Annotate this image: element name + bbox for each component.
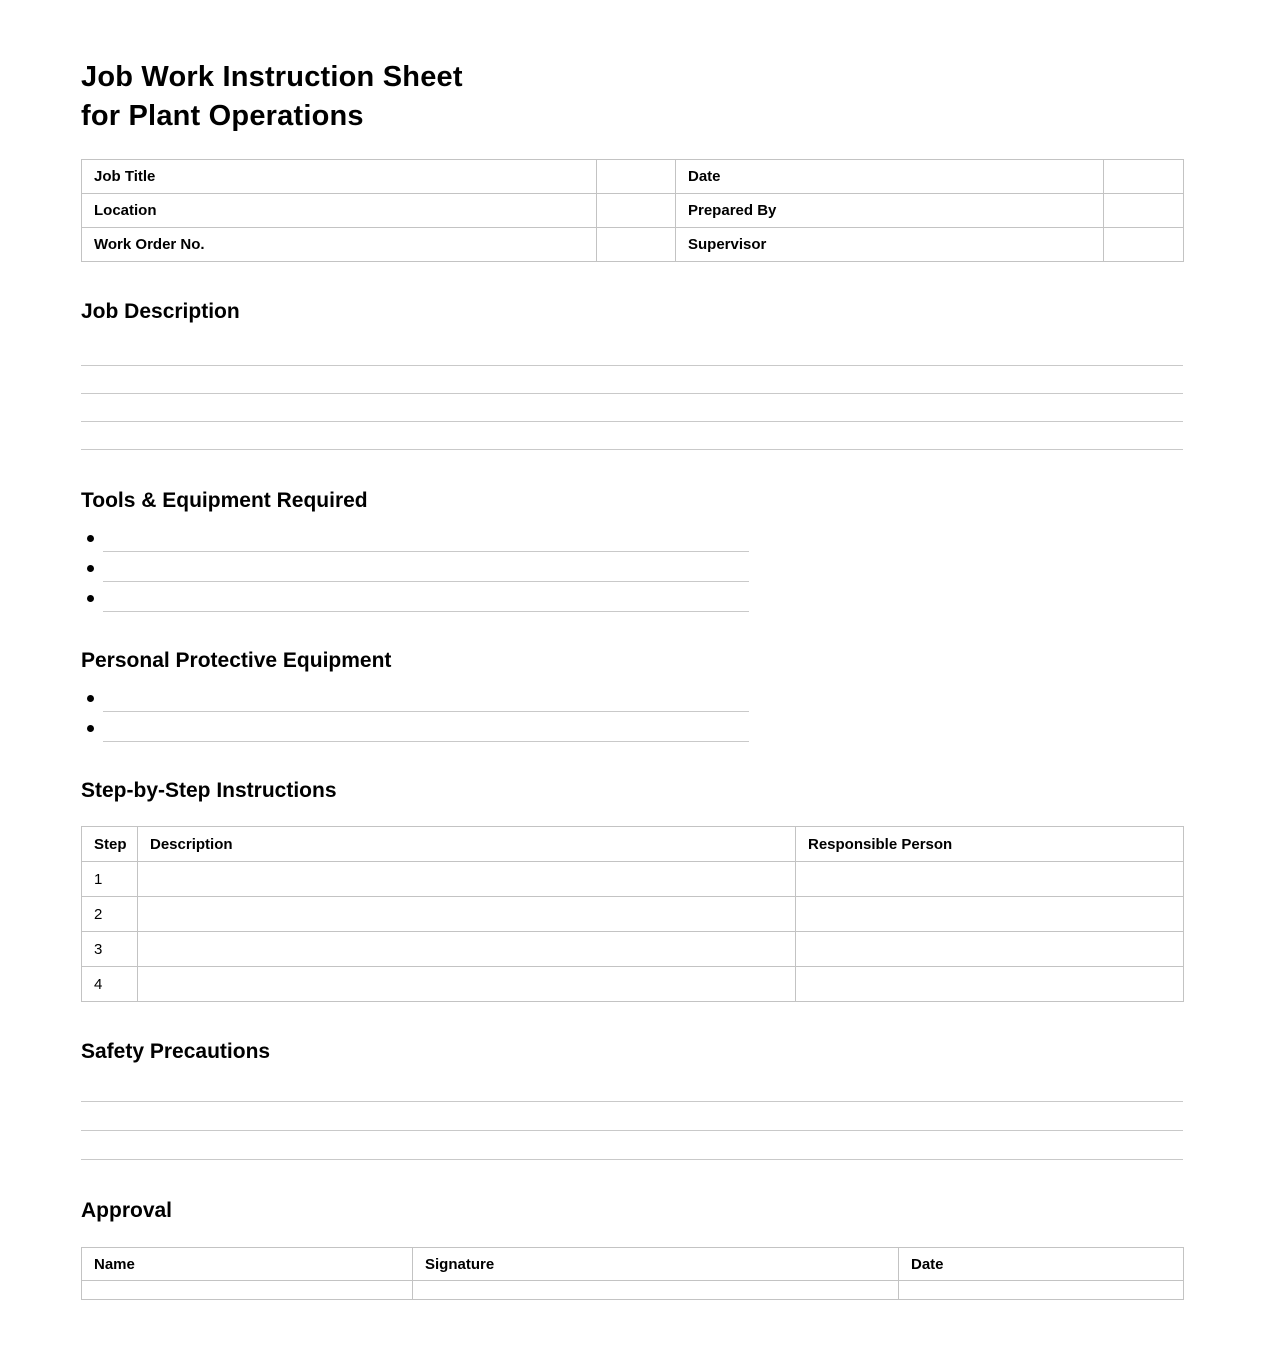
job-title-label: Job Title [81, 159, 597, 194]
job-info-table: Job Title Date Location Prepared By Work… [81, 159, 1184, 262]
safety-precaution-lines [81, 1073, 1183, 1160]
job-description-lines [81, 338, 1183, 450]
writing-line[interactable] [81, 1102, 1183, 1131]
supervisor-value-cell[interactable] [1103, 227, 1184, 262]
signature-column-header: Signature [412, 1247, 899, 1281]
approval-name-cell[interactable] [81, 1280, 413, 1300]
approval-row [81, 1280, 1184, 1300]
bullet-icon [87, 725, 94, 732]
approval-table: Name Signature Date [81, 1247, 1184, 1300]
step-number-cell: 3 [81, 931, 138, 967]
step-description-cell[interactable] [137, 966, 796, 1002]
location-value-cell[interactable] [596, 193, 676, 228]
step-column-header: Step [81, 826, 138, 862]
name-column-header: Name [81, 1247, 413, 1281]
step-description-cell[interactable] [137, 896, 796, 932]
writing-line[interactable] [81, 422, 1183, 450]
bullet-icon [87, 535, 94, 542]
work-order-value-cell[interactable] [596, 227, 676, 262]
writing-line[interactable] [81, 1131, 1183, 1160]
step-row: 4 [81, 966, 1184, 1002]
step-number-cell: 2 [81, 896, 138, 932]
tool-fill-in-line[interactable] [103, 522, 749, 552]
date-label: Date [675, 159, 1104, 194]
writing-line[interactable] [81, 338, 1183, 366]
section-heading-safety: Safety Precautions [81, 1040, 271, 1063]
prepared-by-value-cell[interactable] [1103, 193, 1184, 228]
bullet-item [81, 682, 1183, 712]
approval-date-cell[interactable] [898, 1280, 1184, 1300]
location-label: Location [81, 193, 597, 228]
supervisor-label: Supervisor [675, 227, 1104, 262]
ppe-bullet-list [81, 682, 1183, 742]
work-order-label: Work Order No. [81, 227, 597, 262]
bullet-item [81, 582, 1183, 612]
step-number-cell: 1 [81, 861, 138, 897]
step-responsible-cell[interactable] [795, 861, 1184, 897]
section-heading-approval: Approval [81, 1199, 173, 1222]
writing-line[interactable] [81, 366, 1183, 394]
step-description-cell[interactable] [137, 861, 796, 897]
info-row: Job Title Date [81, 159, 1184, 194]
date-column-header: Date [898, 1247, 1184, 1281]
info-row: Location Prepared By [81, 193, 1184, 228]
page-title: Job Work Instruction Sheet for Plant Ope… [81, 58, 1183, 136]
steps-header-row: Step Description Responsible Person [81, 826, 1184, 862]
bullet-icon [87, 695, 94, 702]
step-row: 3 [81, 931, 1184, 967]
step-row: 1 [81, 861, 1184, 897]
tool-fill-in-line[interactable] [103, 582, 749, 612]
page-title-line-1: Job Work Instruction Sheet [81, 61, 463, 93]
responsible-column-header: Responsible Person [795, 826, 1184, 862]
step-row: 2 [81, 896, 1184, 932]
ppe-fill-in-line[interactable] [103, 682, 749, 712]
bullet-icon [87, 595, 94, 602]
page-title-line-2: for Plant Operations [81, 100, 364, 132]
step-responsible-cell[interactable] [795, 966, 1184, 1002]
prepared-by-label: Prepared By [675, 193, 1104, 228]
approval-header-row: Name Signature Date [81, 1247, 1184, 1281]
bullet-item [81, 552, 1183, 582]
tools-bullet-list [81, 522, 1183, 612]
step-number-cell: 4 [81, 966, 138, 1002]
section-heading-ppe: Personal Protective Equipment [81, 649, 392, 672]
bullet-item [81, 712, 1183, 742]
bullet-item [81, 522, 1183, 552]
steps-table: Step Description Responsible Person 1 2 … [81, 826, 1184, 1002]
step-responsible-cell[interactable] [795, 931, 1184, 967]
job-title-value-cell[interactable] [596, 159, 676, 194]
ppe-fill-in-line[interactable] [103, 712, 749, 742]
info-row: Work Order No. Supervisor [81, 227, 1184, 262]
step-responsible-cell[interactable] [795, 896, 1184, 932]
tool-fill-in-line[interactable] [103, 552, 749, 582]
writing-line[interactable] [81, 394, 1183, 422]
description-column-header: Description [137, 826, 796, 862]
section-heading-job-description: Job Description [81, 300, 240, 323]
section-heading-steps: Step-by-Step Instructions [81, 779, 337, 802]
date-value-cell[interactable] [1103, 159, 1184, 194]
writing-line[interactable] [81, 1073, 1183, 1102]
bullet-icon [87, 565, 94, 572]
section-heading-tools-equipment: Tools & Equipment Required [81, 489, 368, 512]
approval-signature-cell[interactable] [412, 1280, 899, 1300]
step-description-cell[interactable] [137, 931, 796, 967]
